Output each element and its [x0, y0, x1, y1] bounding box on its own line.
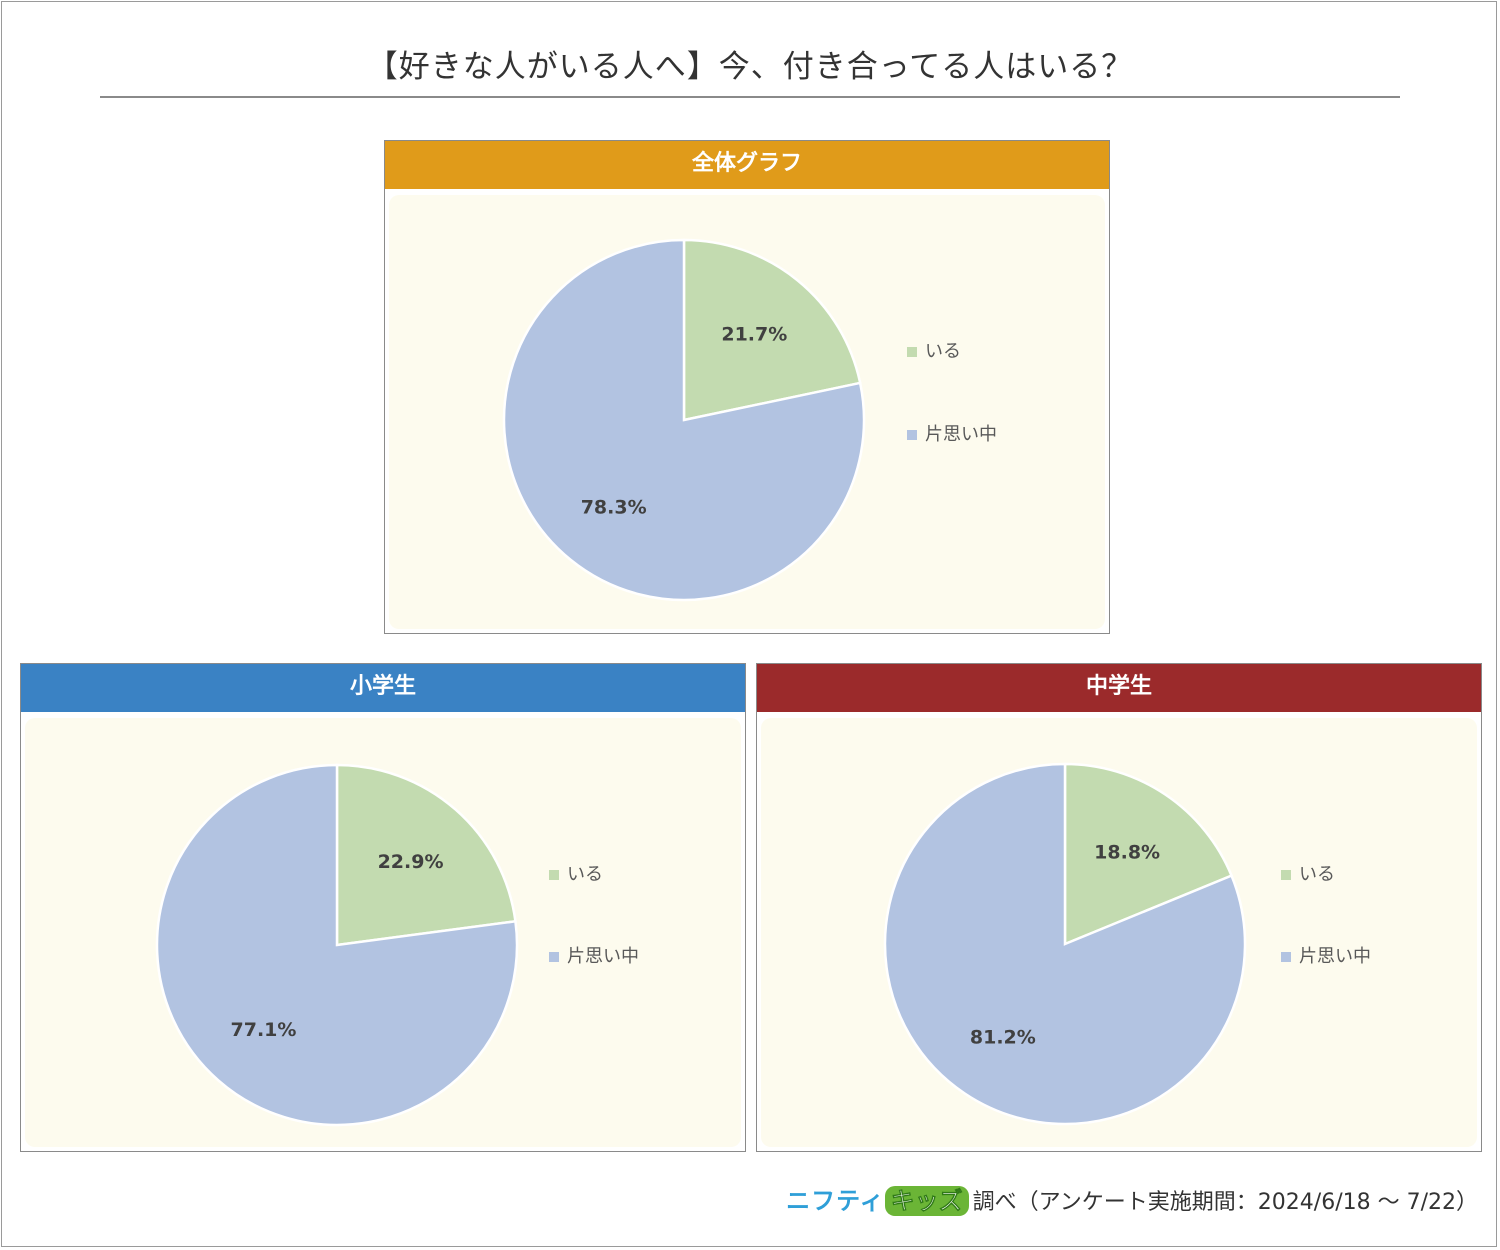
junior-high-chart-panel: 中学生 18.8% 81.2% いる片思い中 [756, 663, 1482, 1152]
source-footer: ニフティ キッズ 調べ（アンケート実施期間：2024/6/18 ～ 7/22） [786, 1184, 1478, 1218]
overall-pie-slice-yes [682, 238, 862, 422]
elementary-legend-swatch-yes [549, 870, 559, 880]
junior-high-chart-header: 中学生 [757, 664, 1481, 712]
overall-legend-label-yes: いる [925, 341, 961, 362]
overall-legend-swatch-one-sided [907, 430, 917, 440]
nifty-logo-text: ニフティ [786, 1187, 885, 1215]
overall-data-label-yes: 21.7% [721, 323, 787, 345]
elementary-pie-slice-yes [335, 763, 517, 947]
elementary-legend-swatch-one-sided [549, 952, 559, 962]
overall-chart-panel: 全体グラフ 21.7% 78.3% いる片思い中 [384, 140, 1110, 634]
overall-legend-label-one-sided: 片思い中 [925, 424, 997, 445]
junior-high-legend-swatch-yes [1281, 870, 1291, 880]
junior-high-legend-label-one-sided: 片思い中 [1299, 946, 1371, 967]
overall-data-label-one-sided: 78.3% [581, 497, 647, 519]
elementary-pie-slice-one-sided [155, 763, 519, 1127]
elementary-legend-label-yes: いる [567, 864, 603, 885]
elementary-data-label-one-sided: 77.1% [231, 1019, 297, 1041]
junior-high-legend-label-yes: いる [1299, 864, 1335, 885]
junior-high-data-label-yes: 18.8% [1094, 841, 1160, 863]
page-title: 【好きな人がいる人へ】今、付き合ってる人はいる？ [366, 49, 1134, 85]
elementary-chart-panel: 小学生 22.9% 77.1% いる片思い中 [20, 663, 746, 1152]
junior-high-pie-slice-yes [1063, 762, 1234, 946]
title-divider [100, 96, 1400, 98]
overall-chart-header: 全体グラフ [385, 141, 1109, 189]
junior-high-data-label-one-sided: 81.2% [970, 1027, 1036, 1049]
junior-high-legend-swatch-one-sided [1281, 952, 1291, 962]
elementary-legend-label-one-sided: 片思い中 [567, 946, 639, 967]
overall-legend-swatch-yes [907, 347, 917, 357]
elementary-data-label-yes: 22.9% [378, 851, 444, 873]
junior-high-pie-slice-one-sided [883, 762, 1247, 1126]
survey-period-text: 調べ（アンケート実施期間：2024/6/18 ～ 7/22） [972, 1190, 1478, 1215]
kids-logo-text: キッズ [884, 1186, 969, 1216]
elementary-chart-header: 小学生 [21, 664, 745, 712]
overall-pie-slice-one-sided [502, 238, 866, 602]
